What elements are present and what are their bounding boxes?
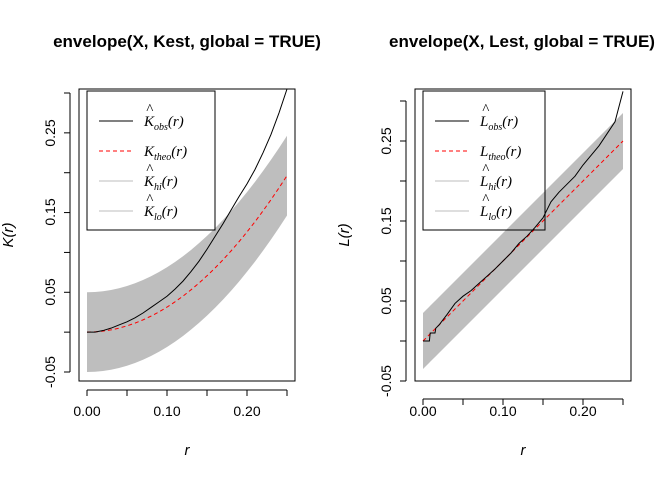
legend-label: Ktheo(r) [143,144,187,163]
series-lines [422,91,624,342]
legend: Kobs(r)^Ktheo(r)Khi(r)^Klo(r)^ [86,90,216,231]
panel-lest: envelope(X, Lest, global = TRUE) 0.00 0.… [336,32,655,459]
y-axis-label: K(r) [0,223,17,248]
x-tick-label: 0.10 [489,403,516,419]
plot-box [414,88,632,382]
panel-kest: envelope(X, Kest, global = TRUE) 0.00 0.… [0,32,321,459]
plot-box [78,88,296,382]
envelope-polygon [87,135,287,372]
series-lines [86,88,288,333]
legend-hat: ^ [482,192,490,208]
y-tick-label: -0.05 [42,356,58,388]
y-tick-label: 0.25 [378,127,394,154]
series-line-obs [423,91,624,342]
y-tick-label: 0.05 [42,278,58,305]
y-axis: -0.05 0.05 0.15 0.25 [378,100,407,397]
x-axis: 0.00 0.10 0.20 [73,389,288,419]
x-tick-label: 0.00 [409,403,436,419]
series-line-obs [87,88,288,333]
legend-label: Ltheo(r) [479,144,521,163]
x-axis-label: r [185,442,191,459]
legend-hat: ^ [146,162,154,178]
legend-hat: ^ [146,192,154,208]
envelope-band [87,135,287,372]
legend-label: Lobs(r) [479,114,518,133]
legend-hat: ^ [146,102,154,118]
series-line-theo [86,175,288,333]
y-axis-label: L(r) [336,223,353,246]
legend: Lobs(r)^Ltheo(r)Lhi(r)^Llo(r)^ [422,90,546,231]
x-tick-label: 0.20 [569,403,596,419]
series-line-theo [422,140,624,342]
x-tick-label: 0.00 [73,403,100,419]
x-tick-label: 0.10 [153,403,180,419]
legend-box [422,90,546,231]
legend-box [86,90,216,231]
y-tick-label: 0.15 [378,207,394,234]
legend-label: Lhi(r) [479,174,512,193]
y-tick-label: 0.15 [42,198,58,225]
legend-hat: ^ [482,102,490,118]
legend-label: Kobs(r) [143,114,184,133]
x-axis-label: r [521,442,527,459]
y-tick-label: 0.05 [378,287,394,314]
legend-label: Klo(r) [143,204,178,223]
legend-hat: ^ [482,162,490,178]
chart-title: envelope(X, Kest, global = TRUE) [53,32,321,51]
chart-title: envelope(X, Lest, global = TRUE) [389,32,655,51]
y-tick-label: 0.25 [42,119,58,146]
y-tick-label: -0.05 [378,365,394,397]
legend-label: Llo(r) [479,204,512,223]
x-axis: 0.00 0.10 0.20 [409,398,624,419]
x-tick-label: 0.20 [233,403,260,419]
legend-label: Khi(r) [143,174,178,193]
y-axis: -0.05 0.05 0.15 0.25 [42,92,71,388]
